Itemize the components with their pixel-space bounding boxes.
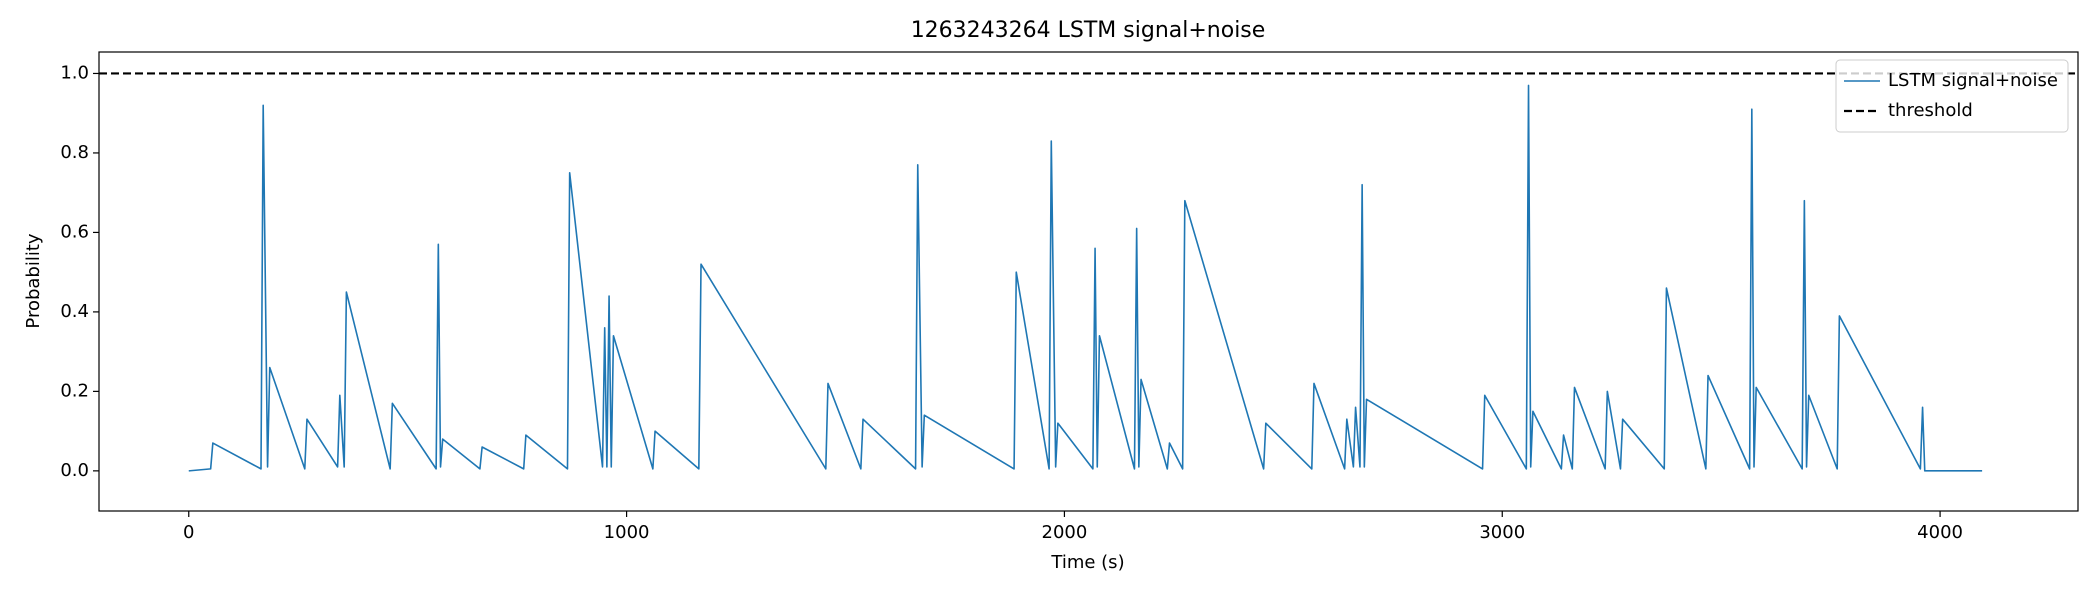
legend-label: LSTM signal+noise: [1888, 70, 2058, 91]
y-axis-label: Probability: [23, 233, 44, 328]
x-tick-label: 3000: [1479, 522, 1525, 543]
x-tick-label: 4000: [1917, 522, 1963, 543]
chart-title: 1263243264 LSTM signal+noise: [911, 18, 1266, 43]
y-tick-label: 1.0: [60, 62, 89, 83]
y-tick-label: 0.4: [60, 301, 89, 322]
x-axis-label: Time (s): [1050, 552, 1124, 573]
x-tick-label: 1000: [604, 522, 650, 543]
x-tick-label: 0: [183, 522, 194, 543]
legend-box: [1835, 59, 2069, 133]
y-tick-label: 0.2: [60, 380, 89, 401]
plot-frame: [98, 51, 2079, 512]
x-tick-label: 2000: [1042, 522, 1088, 543]
y-tick-label: 0.0: [60, 460, 89, 481]
data-line: [188, 84, 1983, 472]
legend-label: threshold: [1888, 100, 1973, 121]
y-tick-label: 0.6: [60, 221, 89, 242]
y-tick-label: 0.8: [60, 142, 89, 163]
